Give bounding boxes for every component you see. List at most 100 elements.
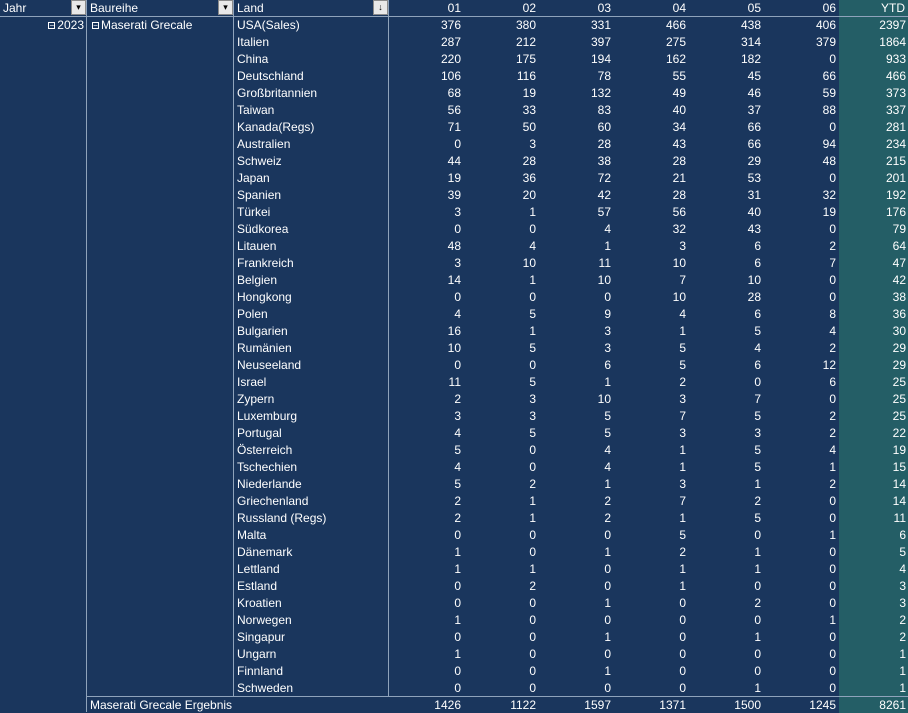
land-cell[interactable]: Neuseeland	[237, 358, 302, 372]
value-cell[interactable]: 10	[447, 341, 461, 355]
land-cell[interactable]: USA(Sales)	[237, 18, 300, 32]
value-cell[interactable]: 0	[529, 545, 536, 559]
value-cell[interactable]: 33	[522, 103, 536, 117]
value-cell[interactable]: 29	[747, 154, 761, 168]
header-land[interactable]: Land ↓	[234, 0, 389, 17]
total-value-cell[interactable]: 1500	[734, 698, 761, 712]
value-cell[interactable]: 50	[522, 120, 536, 134]
value-cell[interactable]: 438	[740, 18, 761, 32]
ytd-cell[interactable]: 466	[885, 69, 906, 83]
value-cell[interactable]: 0	[754, 664, 761, 678]
value-cell[interactable]: 0	[754, 375, 761, 389]
value-cell[interactable]: 88	[822, 103, 836, 117]
ytd-cell[interactable]: 176	[885, 205, 906, 219]
value-cell[interactable]: 3	[604, 324, 611, 338]
value-cell[interactable]: 0	[604, 613, 611, 627]
value-cell[interactable]: 0	[454, 664, 461, 678]
value-cell[interactable]: 0	[829, 290, 836, 304]
value-cell[interactable]: 3	[679, 426, 686, 440]
value-cell[interactable]: 7	[679, 273, 686, 287]
value-cell[interactable]: 0	[754, 647, 761, 661]
value-cell[interactable]: 4	[454, 307, 461, 321]
value-cell[interactable]: 46	[747, 86, 761, 100]
value-cell[interactable]: 6	[754, 256, 761, 270]
total-value-cell[interactable]: 1122	[510, 698, 536, 712]
value-cell[interactable]: 5	[679, 528, 686, 542]
value-cell[interactable]: 0	[454, 630, 461, 644]
value-cell[interactable]: 5	[529, 307, 536, 321]
value-cell[interactable]: 10	[747, 273, 761, 287]
value-cell[interactable]: 0	[529, 290, 536, 304]
value-cell[interactable]: 36	[522, 171, 536, 185]
ytd-cell[interactable]: 79	[892, 222, 906, 236]
value-cell[interactable]: 5	[754, 511, 761, 525]
value-cell[interactable]: 5	[679, 341, 686, 355]
value-cell[interactable]: 0	[754, 528, 761, 542]
land-cell[interactable]: Südkorea	[237, 222, 289, 236]
value-cell[interactable]: 0	[529, 460, 536, 474]
value-cell[interactable]: 0	[529, 596, 536, 610]
ytd-cell[interactable]: 2	[899, 613, 906, 627]
land-cell[interactable]: Zypern	[237, 392, 275, 406]
value-cell[interactable]: 0	[604, 562, 611, 576]
value-cell[interactable]: 1	[604, 545, 611, 559]
value-cell[interactable]: 43	[747, 222, 761, 236]
value-cell[interactable]: 0	[829, 120, 836, 134]
value-cell[interactable]: 314	[740, 35, 761, 49]
value-cell[interactable]: 2	[454, 511, 461, 525]
value-cell[interactable]: 1	[754, 630, 761, 644]
value-cell[interactable]: 60	[597, 120, 611, 134]
land-cell[interactable]: Lettland	[237, 562, 280, 576]
value-cell[interactable]: 132	[590, 86, 611, 100]
value-cell[interactable]: 1	[679, 511, 686, 525]
ytd-cell[interactable]: 215	[885, 154, 906, 168]
value-cell[interactable]: 5	[529, 375, 536, 389]
value-cell[interactable]: 19	[522, 86, 536, 100]
value-cell[interactable]: 32	[822, 188, 836, 202]
ytd-cell[interactable]: 15	[892, 460, 906, 474]
value-cell[interactable]: 4	[529, 239, 536, 253]
value-cell[interactable]: 83	[597, 103, 611, 117]
value-cell[interactable]: 1	[754, 681, 761, 695]
value-cell[interactable]: 3	[454, 409, 461, 423]
value-cell[interactable]: 3	[679, 239, 686, 253]
ytd-cell[interactable]: 14	[892, 477, 906, 491]
value-cell[interactable]: 48	[822, 154, 836, 168]
ytd-cell[interactable]: 29	[892, 341, 906, 355]
value-cell[interactable]: 0	[604, 681, 611, 695]
value-cell[interactable]: 5	[454, 443, 461, 457]
value-cell[interactable]: 20	[522, 188, 536, 202]
value-cell[interactable]: 0	[454, 579, 461, 593]
land-cell[interactable]: Österreich	[237, 443, 293, 457]
value-cell[interactable]: 1	[679, 443, 686, 457]
value-cell[interactable]: 1	[679, 562, 686, 576]
value-cell[interactable]: 2	[529, 579, 536, 593]
value-cell[interactable]: 0	[829, 630, 836, 644]
land-cell[interactable]: Türkei	[237, 205, 271, 219]
value-cell[interactable]: 10	[597, 273, 611, 287]
value-cell[interactable]: 0	[754, 579, 761, 593]
value-cell[interactable]: 406	[815, 18, 836, 32]
value-cell[interactable]: 1	[679, 460, 686, 474]
value-cell[interactable]: 0	[829, 545, 836, 559]
value-cell[interactable]: 5	[604, 426, 611, 440]
value-cell[interactable]: 287	[440, 35, 461, 49]
value-cell[interactable]: 2	[754, 494, 761, 508]
ytd-cell[interactable]: 14	[892, 494, 906, 508]
ytd-cell[interactable]: 1	[899, 647, 906, 661]
value-cell[interactable]: 5	[679, 358, 686, 372]
land-cell[interactable]: Spanien	[237, 188, 282, 202]
value-cell[interactable]: 3	[679, 392, 686, 406]
value-cell[interactable]: 16	[447, 324, 461, 338]
value-cell[interactable]: 0	[529, 358, 536, 372]
value-cell[interactable]: 1	[454, 613, 461, 627]
value-cell[interactable]: 0	[829, 52, 836, 66]
value-cell[interactable]: 1	[829, 613, 836, 627]
land-cell[interactable]: Bulgarien	[237, 324, 288, 338]
value-cell[interactable]: 5	[454, 477, 461, 491]
ytd-cell[interactable]: 19	[892, 443, 906, 457]
value-cell[interactable]: 1	[754, 477, 761, 491]
value-cell[interactable]: 3	[454, 205, 461, 219]
value-cell[interactable]: 0	[529, 613, 536, 627]
value-cell[interactable]: 28	[672, 154, 686, 168]
